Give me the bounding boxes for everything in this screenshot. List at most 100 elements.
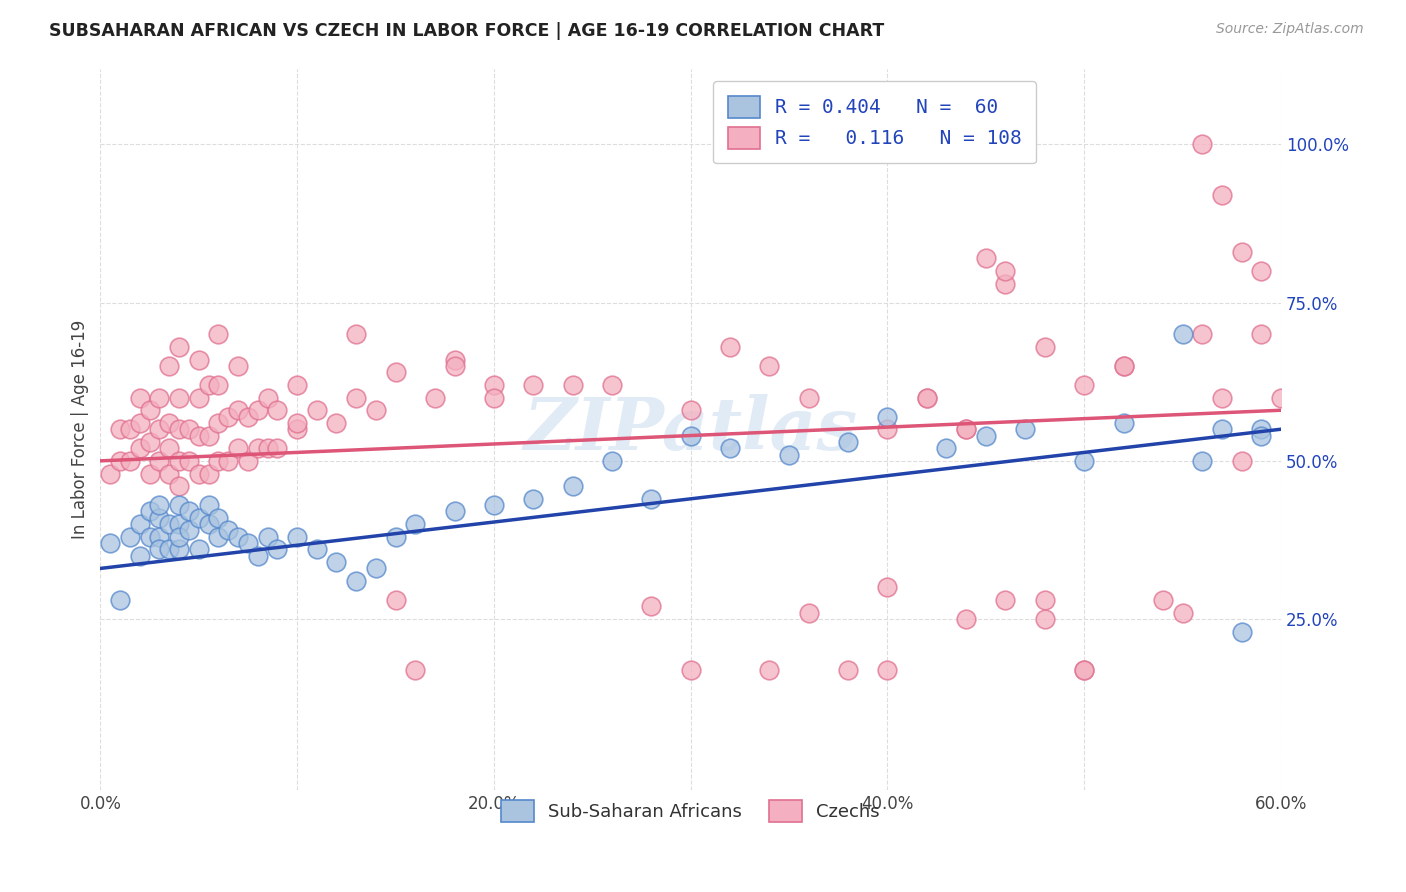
Point <box>157 517 180 532</box>
Point <box>1033 612 1056 626</box>
Point <box>955 422 977 436</box>
Point <box>157 416 180 430</box>
Point <box>1191 137 1213 152</box>
Point <box>482 378 505 392</box>
Point <box>876 409 898 424</box>
Point <box>187 467 209 481</box>
Point <box>138 504 160 518</box>
Point <box>138 467 160 481</box>
Point <box>522 378 544 392</box>
Point <box>128 441 150 455</box>
Point <box>157 467 180 481</box>
Point <box>217 409 239 424</box>
Point <box>1250 428 1272 442</box>
Point <box>876 422 898 436</box>
Point <box>177 454 200 468</box>
Point <box>1073 454 1095 468</box>
Y-axis label: In Labor Force | Age 16-19: In Labor Force | Age 16-19 <box>72 319 89 539</box>
Point <box>118 530 141 544</box>
Point <box>1014 422 1036 436</box>
Point <box>1073 663 1095 677</box>
Point <box>443 504 465 518</box>
Point <box>482 498 505 512</box>
Point <box>157 542 180 557</box>
Point <box>217 524 239 538</box>
Point <box>1152 593 1174 607</box>
Point <box>955 422 977 436</box>
Point <box>443 359 465 373</box>
Point <box>1230 624 1253 639</box>
Point <box>236 536 259 550</box>
Point <box>718 441 741 455</box>
Point <box>679 403 702 417</box>
Point <box>197 517 219 532</box>
Point <box>1073 663 1095 677</box>
Point <box>266 441 288 455</box>
Point <box>108 454 131 468</box>
Point <box>167 454 190 468</box>
Point <box>246 441 269 455</box>
Point <box>207 454 229 468</box>
Point <box>344 391 367 405</box>
Point <box>344 327 367 342</box>
Point <box>226 441 249 455</box>
Point <box>128 549 150 563</box>
Point <box>955 612 977 626</box>
Point <box>138 403 160 417</box>
Point <box>423 391 446 405</box>
Point <box>876 663 898 677</box>
Point <box>1112 359 1135 373</box>
Point <box>974 252 997 266</box>
Point <box>837 663 859 677</box>
Point <box>246 403 269 417</box>
Point <box>197 467 219 481</box>
Point <box>561 479 583 493</box>
Point <box>285 416 308 430</box>
Point <box>384 365 406 379</box>
Point <box>207 327 229 342</box>
Point <box>148 542 170 557</box>
Point <box>994 277 1017 291</box>
Point <box>285 530 308 544</box>
Point <box>148 422 170 436</box>
Point <box>640 491 662 506</box>
Point <box>197 428 219 442</box>
Point <box>98 536 121 550</box>
Point <box>1171 606 1194 620</box>
Point <box>837 434 859 449</box>
Point <box>256 530 278 544</box>
Point <box>679 428 702 442</box>
Point <box>994 264 1017 278</box>
Point <box>197 378 219 392</box>
Point <box>443 352 465 367</box>
Point <box>187 391 209 405</box>
Point <box>157 441 180 455</box>
Point <box>364 403 387 417</box>
Point <box>285 378 308 392</box>
Point <box>1112 359 1135 373</box>
Point <box>640 599 662 614</box>
Point <box>167 498 190 512</box>
Point <box>118 454 141 468</box>
Point <box>128 391 150 405</box>
Point <box>758 663 780 677</box>
Point <box>108 422 131 436</box>
Point <box>167 391 190 405</box>
Point <box>167 340 190 354</box>
Point <box>138 434 160 449</box>
Point <box>167 530 190 544</box>
Point <box>157 359 180 373</box>
Point <box>217 454 239 468</box>
Point <box>226 530 249 544</box>
Point <box>522 491 544 506</box>
Point <box>118 422 141 436</box>
Point <box>128 416 150 430</box>
Point <box>226 403 249 417</box>
Point <box>167 422 190 436</box>
Point <box>325 555 347 569</box>
Point <box>404 517 426 532</box>
Point <box>384 530 406 544</box>
Point <box>207 511 229 525</box>
Point <box>1191 327 1213 342</box>
Point <box>236 409 259 424</box>
